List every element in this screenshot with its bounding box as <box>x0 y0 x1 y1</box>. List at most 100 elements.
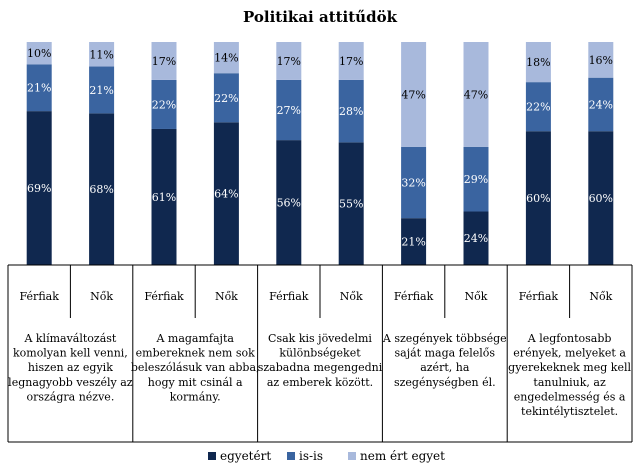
data-label: 18% <box>526 56 550 69</box>
bar-segment-is-is-7 <box>463 146 489 212</box>
group-statement-line: erények, melyeket a <box>513 347 626 360</box>
bar-segment-egyetért-6 <box>401 218 427 265</box>
category-label: Férfiak <box>144 290 184 303</box>
chart-title: Politikai attitűdök <box>243 8 398 26</box>
group-statement-line: A magamfajta <box>155 332 234 345</box>
category-table: Férfiak Nők Férfiak Nők Férfiak Nők Férfiak Nők… <box>7 264 633 443</box>
group-statement-line: A klímaváltozást <box>23 332 116 345</box>
data-label: 47% <box>401 88 425 101</box>
data-label: 17% <box>277 55 301 68</box>
group-statement-line: tanulniuk, az <box>533 376 606 389</box>
bar-segment-egyetért-7 <box>463 211 489 265</box>
bar-segment-is-is-0 <box>26 64 52 112</box>
legend: egyetért is-is nem ért egyet <box>208 449 445 463</box>
bar-segment-is-is-5 <box>338 79 364 143</box>
bar-segment-egyetért-1 <box>89 113 115 265</box>
bar-segment-egyetért-2 <box>151 128 177 265</box>
category-label: Nők <box>589 290 612 303</box>
group-statement-line: gyerekeknek meg kell <box>508 361 631 374</box>
legend-swatch-nem-ért-egyet <box>348 452 356 460</box>
data-label: 16% <box>589 54 613 67</box>
group-statement-line: A szegények többsége <box>382 332 507 345</box>
group-statement-line: hiszen az egyik <box>28 361 113 374</box>
data-label: 64% <box>214 188 238 201</box>
bar-segment-nem-ért-egyet-0 <box>26 42 52 65</box>
group-statement-line: különbségeket <box>279 347 361 360</box>
group-statement-line: kormány. <box>170 390 221 403</box>
bar-segment-is-is-2 <box>151 79 177 129</box>
data-label: 22% <box>152 98 176 111</box>
data-label: 24% <box>589 98 613 111</box>
category-label: Férfiak <box>394 290 434 303</box>
legend-swatch-egyetért <box>208 452 216 460</box>
bar-segment-egyetért-9 <box>588 131 614 265</box>
legend-label: nem ért egyet <box>360 449 445 463</box>
group-statement-line: Csak kis jövedelmi <box>268 332 372 345</box>
data-label: 55% <box>339 198 363 211</box>
group-statement-line: beleszólásuk van abba, <box>131 361 260 374</box>
bar-segment-nem-ért-egyet-4 <box>276 42 302 80</box>
group-statement-line: az emberek között. <box>267 376 373 389</box>
category-label: Férfiak <box>519 290 559 303</box>
bar-segment-egyetért-8 <box>525 131 551 265</box>
group-statement-line: legnagyobb veszély az <box>8 376 133 389</box>
data-label: 27% <box>277 104 301 117</box>
data-label: 24% <box>464 232 488 245</box>
data-label: 69% <box>27 182 51 195</box>
data-label: 60% <box>526 192 550 205</box>
bar-segment-is-is-1 <box>89 66 115 114</box>
group-statement-line: tekintélytisztelet. <box>521 405 618 418</box>
data-label: 47% <box>464 88 488 101</box>
bar-segment-nem-ért-egyet-2 <box>151 42 177 80</box>
group-statement-line: azért, ha <box>420 361 470 374</box>
data-label: 21% <box>401 236 425 249</box>
group-statement-line: hogy mit csinál a <box>148 376 243 389</box>
group-statement-line: országra nézve. <box>26 390 114 403</box>
data-label: 22% <box>526 101 550 114</box>
category-label: Nők <box>465 290 488 303</box>
data-label: 17% <box>152 55 176 68</box>
bar-segment-nem-ért-egyet-7 <box>463 42 489 147</box>
bar-segment-is-is-3 <box>213 73 239 123</box>
data-label: 17% <box>339 55 363 68</box>
data-label: 29% <box>464 173 488 186</box>
group-statement-line: szabadna megengedni <box>258 361 383 374</box>
data-label: 60% <box>589 192 613 205</box>
bar-segment-nem-ért-egyet-1 <box>89 42 115 67</box>
bar-segment-nem-ért-egyet-6 <box>401 42 427 147</box>
data-label: 28% <box>339 105 363 118</box>
legend-swatch-is-is <box>287 452 295 460</box>
legend-label: is-is <box>299 449 323 463</box>
bar-segment-is-is-9 <box>588 77 614 132</box>
category-label: Nők <box>340 290 363 303</box>
group-statement-line: engedelmesség és a <box>514 390 626 403</box>
bar-segment-egyetért-0 <box>26 111 52 265</box>
bars: 69% 21% 10% 68% 21% 11% 61% 22% 17% 64% 22% 14% 56% 2… <box>26 42 614 265</box>
data-label: 11% <box>89 48 113 61</box>
data-label: 56% <box>277 197 301 210</box>
group-statement-line: embereknek nem sok <box>136 347 255 360</box>
bar-segment-is-is-4 <box>276 79 302 141</box>
group-statement-line: saját maga felelős <box>395 347 496 360</box>
group-statement-line: A legfontosabb <box>527 332 612 345</box>
bar-segment-egyetért-4 <box>276 140 302 265</box>
bar-segment-egyetért-5 <box>338 142 364 265</box>
category-label: Nők <box>215 290 238 303</box>
category-label: Férfiak <box>269 290 309 303</box>
group-statement-line: szegénységben él. <box>394 376 496 389</box>
group-statement-line: komolyan kell venni, <box>13 347 128 360</box>
category-label: Nők <box>90 290 113 303</box>
data-label: 10% <box>27 47 51 60</box>
category-label: Férfiak <box>20 290 60 303</box>
bar-segment-egyetért-3 <box>213 122 239 265</box>
data-label: 14% <box>214 52 238 65</box>
data-label: 68% <box>89 183 113 196</box>
bar-segment-is-is-8 <box>525 82 551 132</box>
legend-label: egyetért <box>220 449 271 463</box>
data-label: 21% <box>27 82 51 95</box>
data-label: 21% <box>89 84 113 97</box>
bar-segment-is-is-6 <box>401 146 427 219</box>
data-label: 61% <box>152 191 176 204</box>
bar-segment-nem-ért-egyet-9 <box>588 42 614 78</box>
